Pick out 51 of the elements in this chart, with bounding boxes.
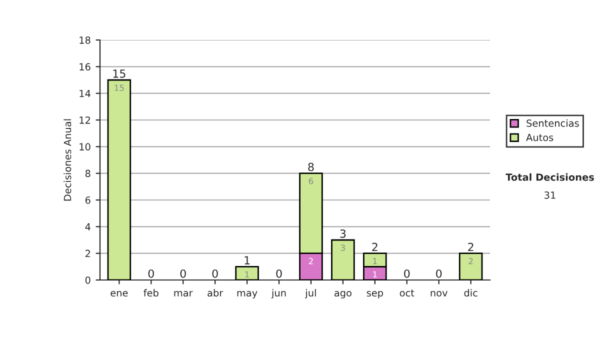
data-label: 6 — [308, 178, 314, 184]
data-label: 1 — [373, 271, 377, 278]
y-tick-label: 0 — [85, 276, 90, 284]
data-label: 3 — [340, 244, 345, 251]
total-label: 2 — [372, 242, 378, 252]
data-label: 2 — [468, 258, 473, 264]
bar — [331, 239, 355, 280]
x-tick-label: jun — [271, 289, 286, 298]
total-label: 3 — [340, 229, 346, 238]
total-label: 8 — [308, 162, 314, 172]
total-label: 0 — [404, 269, 410, 278]
total-label: 0 — [436, 269, 442, 278]
text: Total Decisiones — [506, 173, 594, 181]
y-tick-label: 12 — [80, 116, 90, 124]
total-label: 0 — [212, 269, 218, 278]
x-tick-label: abr — [208, 289, 224, 297]
data-label: 15 — [114, 84, 124, 91]
y-tick-label: 16 — [80, 63, 90, 70]
x-tick-label: ene — [110, 290, 128, 297]
legend-label: Sentencias — [526, 119, 579, 127]
x-tick-label: ago — [334, 290, 352, 298]
x-tick-label: jul — [305, 289, 316, 298]
total-label: 0 — [180, 269, 186, 278]
y-tick-label: 14 — [80, 90, 90, 98]
text: 31 — [544, 191, 556, 199]
legend-label: Autos — [526, 134, 554, 142]
x-tick-label: feb — [144, 289, 158, 297]
y-tick-label: 2 — [86, 250, 90, 258]
bar — [235, 266, 259, 280]
total-label: 15 — [113, 70, 126, 78]
total-label: 1 — [244, 256, 250, 264]
x-tick-label: nov — [430, 290, 448, 297]
data-label: 2 — [308, 258, 313, 264]
x-tick-label: mar — [174, 290, 193, 297]
total-label: 2 — [468, 242, 474, 252]
data-label: 1 — [245, 271, 249, 278]
x-tick-label: oct — [400, 290, 414, 297]
data-label: 1 — [373, 258, 377, 264]
y-tick-label: 4 — [85, 223, 90, 230]
x-tick-label: may — [237, 290, 258, 298]
y-tick-label: 10 — [80, 143, 90, 150]
bar — [458, 252, 483, 280]
bar — [107, 79, 132, 280]
y-tick-label: 6 — [85, 196, 90, 204]
x-tick-label: sep — [366, 290, 383, 298]
total-label: 0 — [276, 269, 282, 278]
y-tick-label: 18 — [80, 36, 90, 44]
y-axis-title: Decisiones Anual — [64, 119, 72, 201]
x-tick-label: dic — [464, 289, 478, 297]
y-tick-label: 8 — [85, 170, 90, 178]
total-label: 0 — [148, 269, 154, 278]
